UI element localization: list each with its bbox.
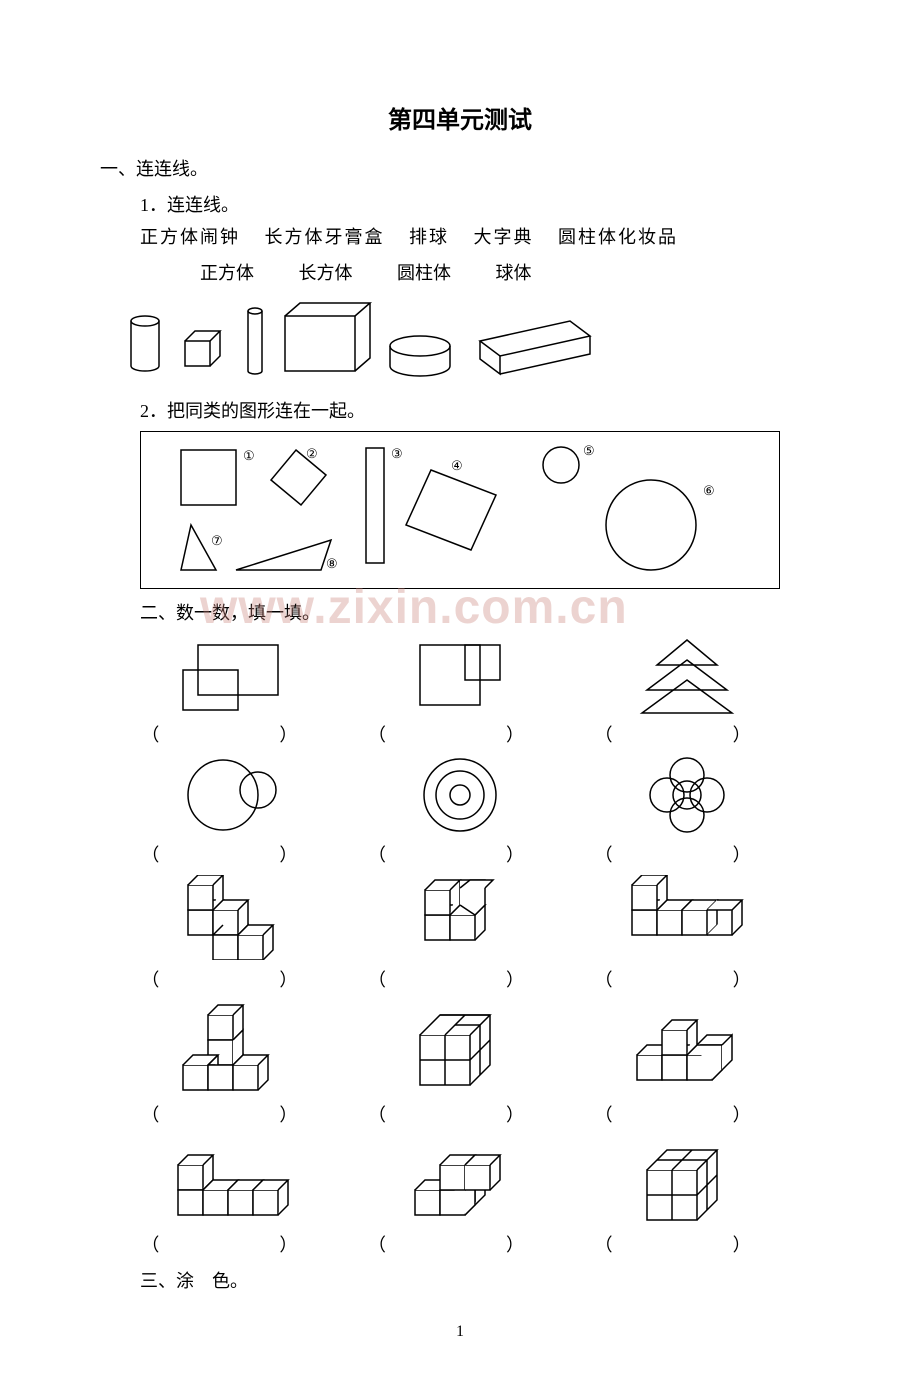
row-cubes-3: （ ） （ ） （ ） xyxy=(120,1135,800,1257)
cell: （ ） xyxy=(375,640,545,747)
q1-item: 长方体牙膏盒 xyxy=(265,227,385,247)
q1-label: 1．连连线。 xyxy=(140,191,820,217)
cell: （ ） xyxy=(148,1145,318,1257)
cell: （ ） xyxy=(602,875,772,992)
shape-triangles xyxy=(632,635,742,715)
q2-box: ① ② ③ ④ ⑤ ⑥ ⑦ ⑧ xyxy=(140,431,780,589)
row-cubes-1: （ ） （ ） （ ） xyxy=(120,875,800,992)
cubes-c xyxy=(617,875,757,960)
paren: （ ） xyxy=(141,841,325,867)
paren: （ ） xyxy=(368,1101,552,1127)
shape-two-circles xyxy=(178,755,288,835)
cubes-h xyxy=(400,1135,520,1225)
row-flat-2: （ ） （ ） （ ） xyxy=(120,755,800,867)
page-title: 第四单元测试 xyxy=(100,100,820,135)
paren: （ ） xyxy=(368,966,552,992)
cell: （ ） xyxy=(375,1135,545,1257)
worksheet-page: www.zixin.com.cn 第四单元测试 一、连连线。 1．连连线。 正方… xyxy=(0,0,920,1381)
shape-concentric xyxy=(405,755,515,835)
cell: （ ） xyxy=(375,1000,545,1127)
cell: （ ） xyxy=(602,1010,772,1127)
cell: （ ） xyxy=(375,755,545,867)
q1-cat: 球体 xyxy=(496,263,532,283)
cubes-e xyxy=(400,1000,520,1095)
paren: （ ） xyxy=(595,721,779,747)
circ-num: ④ xyxy=(451,458,463,473)
cell: （ ） xyxy=(148,875,318,992)
paren: （ ） xyxy=(595,1101,779,1127)
page-number: 1 xyxy=(100,1323,820,1341)
cell: （ ） xyxy=(375,875,545,992)
circ-num: ② xyxy=(306,446,318,461)
q1-items: 正方体闹钟 长方体牙膏盒 排球 大字典 圆柱体化妆品 xyxy=(140,223,820,249)
q1-shapes-svg xyxy=(100,291,620,391)
paren: （ ） xyxy=(141,966,325,992)
paren: （ ） xyxy=(368,841,552,867)
q2-label: 2．把同类的图形连在一起。 xyxy=(140,397,820,423)
shape-two-squares xyxy=(405,640,515,715)
cell: （ ） xyxy=(602,755,772,867)
cubes-a xyxy=(173,875,293,960)
paren: （ ） xyxy=(595,966,779,992)
cell: （ ） xyxy=(602,1135,772,1257)
q1-item: 正方体闹钟 xyxy=(140,227,240,247)
q1-item: 排球 xyxy=(409,227,449,247)
section3-heading: 三、涂 色。 xyxy=(140,1267,820,1293)
paren: （ ） xyxy=(141,1231,325,1257)
circ-num: ⑥ xyxy=(703,483,715,498)
cubes-b xyxy=(400,875,520,960)
row-flat-1: （ ） （ ） （ ） xyxy=(120,635,800,747)
cubes-f xyxy=(622,1010,752,1095)
q1-item: 圆柱体化妆品 xyxy=(558,227,678,247)
circ-num: ⑦ xyxy=(211,533,223,548)
paren: （ ） xyxy=(368,721,552,747)
q1-cat: 正方体 xyxy=(200,263,254,283)
circ-num: ③ xyxy=(391,446,403,461)
paren: （ ） xyxy=(595,1231,779,1257)
cubes-g xyxy=(168,1145,298,1225)
paren: （ ） xyxy=(595,841,779,867)
cubes-d xyxy=(173,1000,293,1095)
cell: （ ） xyxy=(148,640,318,747)
q1-categories: 正方体 长方体 圆柱体 球体 xyxy=(200,259,820,285)
q1-cat: 圆柱体 xyxy=(397,263,451,283)
circ-num: ⑧ xyxy=(326,556,338,571)
q2-shapes-svg: ① ② ③ ④ ⑤ ⑥ ⑦ ⑧ xyxy=(151,440,751,580)
cell: （ ） xyxy=(602,635,772,747)
circ-num: ⑤ xyxy=(583,443,595,458)
shape-two-rects xyxy=(178,640,288,715)
shape-five-circles xyxy=(632,755,742,835)
circ-num: ① xyxy=(243,448,255,463)
q1-cat: 长方体 xyxy=(299,263,353,283)
row-cubes-2: （ ） （ ） xyxy=(120,1000,800,1127)
cell: （ ） xyxy=(148,755,318,867)
cubes-i xyxy=(627,1135,747,1225)
q1-shapes-row xyxy=(100,291,820,391)
section1-heading: 一、连连线。 xyxy=(100,155,820,181)
section2-heading: 二、数一数，填一填。 xyxy=(140,599,820,625)
q1-item: 大字典 xyxy=(474,227,534,247)
paren: （ ） xyxy=(368,1231,552,1257)
paren: （ ） xyxy=(141,1101,325,1127)
paren: （ ） xyxy=(141,721,325,747)
cell: （ ） xyxy=(148,1000,318,1127)
